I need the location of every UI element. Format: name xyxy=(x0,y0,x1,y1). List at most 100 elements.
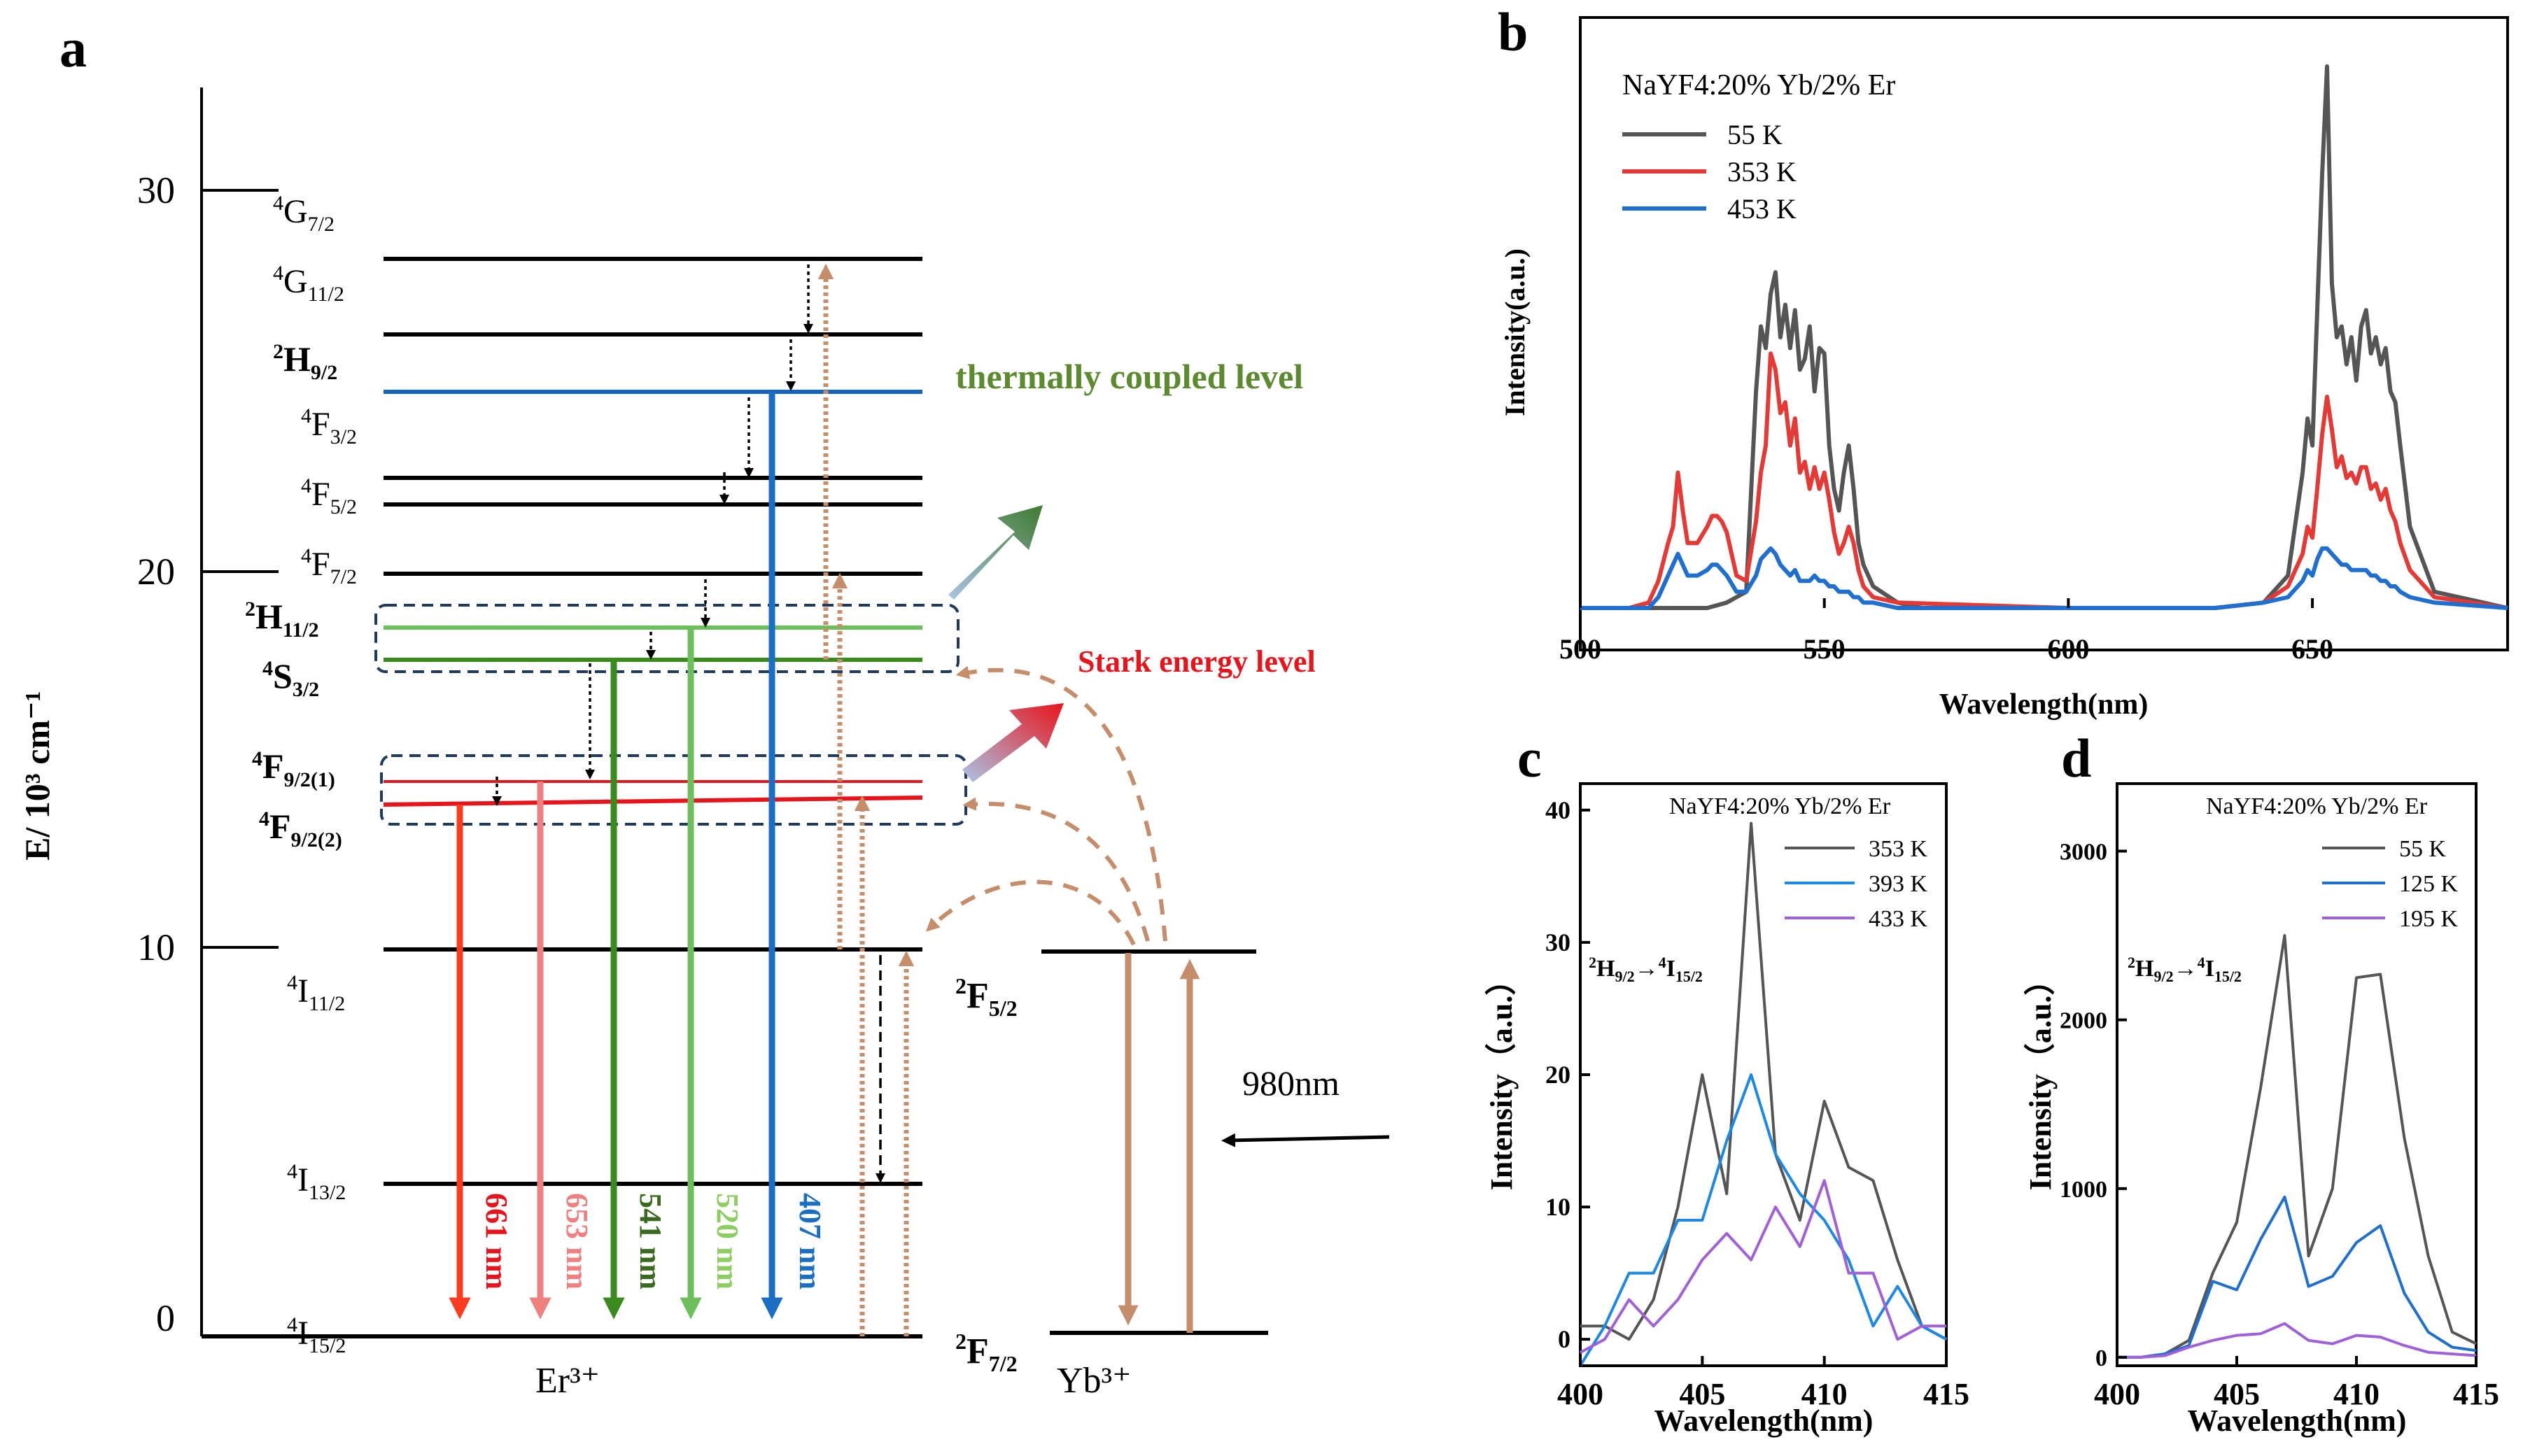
level-4F9-2 xyxy=(383,796,923,807)
ytick-20: 20 xyxy=(137,551,175,593)
xtick-label-3: 415 xyxy=(2453,1377,2499,1411)
er-level-label-1: 4G11/2 xyxy=(273,262,344,306)
series-group-d xyxy=(2117,934,2477,1359)
transfer-curve-3 xyxy=(926,879,1136,946)
legend-label-0: 353 K xyxy=(1869,836,1928,862)
er-level-label-7: 4S3/2 xyxy=(262,656,319,701)
series-group-b xyxy=(1580,64,2508,610)
spectrum-panel-c: c 400 405 410 415 0 10 20 30 40 NaYF4:20% Yb/2% … xyxy=(1484,728,1969,1438)
ytick-label-0: 0 xyxy=(2095,1345,2107,1371)
annotation-d: NaYF4:20% Yb/2% Er xyxy=(2206,793,2428,819)
panel-label-d: d xyxy=(2061,728,2091,789)
ytick-label-3: 30 xyxy=(1545,928,1570,956)
xtick-label-1: 550 xyxy=(1804,633,1846,665)
series-line-2 xyxy=(1580,1179,1946,1354)
emission-label-653: 653 nm xyxy=(560,1193,594,1289)
er-level-label-11: 4I13/2 xyxy=(287,1160,346,1204)
legend-d: 55 K 125 K 195 K xyxy=(2322,836,2459,932)
legend-label-0: 55 K xyxy=(1727,119,1783,150)
xtick-label-0: 500 xyxy=(1559,633,1601,665)
ticks-c: 400 405 410 415 0 10 20 30 40 xyxy=(1545,796,1969,1411)
legend-label-2: 195 K xyxy=(2399,906,2459,932)
legend-label-1: 393 K xyxy=(1869,871,1928,897)
xtick-label-1: 405 xyxy=(1679,1377,1725,1411)
xtick-label-3: 650 xyxy=(2291,633,2333,665)
series-line-1 xyxy=(1580,351,2508,610)
xticks-b: 500 550 600 650 xyxy=(1559,598,2333,665)
legend-c: 353 K 393 K 433 K xyxy=(1785,836,1928,932)
er-level-label-0: 4G7/2 xyxy=(273,192,335,236)
stark-arrow xyxy=(962,703,1064,782)
ytick-0: 0 xyxy=(156,1297,175,1339)
energy-level-diagram: a 30 20 10 0 E/ 10³ cm⁻¹ xyxy=(17,17,1390,1401)
spectrum-panel-d: d 400 405 410 415 0 1000 2000 3000 NaYF4:20% Yb… xyxy=(2023,728,2499,1438)
xlabel-c: Wavelength(nm) xyxy=(1654,1404,1874,1438)
excitation-label: 980nm xyxy=(1242,1063,1340,1103)
yb-level-label-1: 2F7/2 xyxy=(955,1329,1018,1376)
excitation-arrow xyxy=(1221,1133,1390,1147)
legend-label-2: 433 K xyxy=(1869,906,1928,932)
xlabel-b: Wavelength(nm) xyxy=(1939,688,2149,721)
spectrum-panel-b: b 500 550 600 650 NaYF4:20% Yb/2% Er 55 K 35… xyxy=(1498,1,2509,721)
legend-b: 55 K 353 K 453 K xyxy=(1622,119,1797,225)
er-level-label-2: 2H9/2 xyxy=(273,339,337,384)
xlabel-d: Wavelength(nm) xyxy=(2188,1404,2407,1438)
emission-label-520: 520 nm xyxy=(710,1193,745,1289)
annotation-b: NaYF4:20% Yb/2% Er xyxy=(1622,69,1895,101)
er-level-label-9: 4F9/2(2) xyxy=(259,807,342,851)
emission-label-661: 661 nm xyxy=(479,1193,514,1289)
transition-label-d: 2H9/2→4I15/2 xyxy=(2128,954,2242,985)
thermal-arrow xyxy=(948,505,1043,600)
ylabel-b: Intensity(a.u.) xyxy=(1499,248,1531,416)
panel-label-a: a xyxy=(59,17,87,78)
plot-frame-d xyxy=(2116,782,2478,1367)
ytick-label-1: 10 xyxy=(1545,1193,1570,1221)
ytick-10: 10 xyxy=(137,926,175,968)
thermal-coupled-box xyxy=(374,604,960,673)
xtick-label-2: 410 xyxy=(1801,1377,1848,1411)
stark-label: Stark energy level xyxy=(1078,644,1316,679)
series-line-1 xyxy=(2117,1195,2477,1359)
panel-label-b: b xyxy=(1498,1,1528,62)
er-level-label-10: 4I11/2 xyxy=(287,971,345,1015)
er-level-label-6: 2H11/2 xyxy=(245,597,319,642)
ytick-label-2: 20 xyxy=(1545,1061,1570,1089)
er-ion-label: Er³⁺ xyxy=(535,1361,600,1401)
er-level-labels: 4G7/2 4G11/2 2H9/2 4F3/2 4F5/2 4F7/2 2H11/2 4S3… xyxy=(245,192,357,1357)
panel-label-c: c xyxy=(1517,728,1542,789)
stark-box xyxy=(380,754,967,826)
xtick-label-1: 405 xyxy=(2214,1377,2260,1411)
ytick-label-1: 1000 xyxy=(2060,1177,2107,1203)
ytick-30: 30 xyxy=(137,169,175,211)
er-level-label-12: 4I15/2 xyxy=(287,1313,346,1357)
xtick-label-2: 600 xyxy=(2047,633,2089,665)
xtick-label-0: 400 xyxy=(2094,1377,2140,1411)
series-group-c xyxy=(1579,821,1947,1367)
ytick-label-3: 3000 xyxy=(2060,839,2107,865)
ylabel-d: Intensity（a.u.） xyxy=(2023,965,2058,1191)
legend-label-2: 453 K xyxy=(1727,193,1797,225)
ticks-d: 400 405 410 415 0 1000 2000 3000 xyxy=(2060,839,2499,1411)
yb-level-labels: 2F5/2 2F7/2 xyxy=(955,973,1018,1376)
xtick-label-2: 410 xyxy=(2333,1377,2380,1411)
plot-frame-b xyxy=(1579,16,2509,651)
energy-axis-label: E/ 10³ cm⁻¹ xyxy=(17,691,57,861)
emission-label-407: 407 nm xyxy=(793,1193,827,1289)
er-level-label-4: 4F5/2 xyxy=(301,474,357,518)
emission-label-541: 541 nm xyxy=(633,1193,668,1289)
legend-label-0: 55 K xyxy=(2399,836,2447,862)
series-line-2 xyxy=(1580,546,2508,610)
ytick-label-0: 0 xyxy=(1558,1325,1570,1353)
thermal-label: thermally coupled level xyxy=(955,357,1303,396)
series-line-0 xyxy=(1580,64,2508,610)
legend-label-1: 125 K xyxy=(2399,871,2459,897)
xtick-label-3: 415 xyxy=(1923,1377,1969,1411)
legend-label-1: 353 K xyxy=(1727,156,1797,188)
transfer-curve-1 xyxy=(955,665,1167,942)
series-line-0 xyxy=(2117,934,2477,1359)
ytick-label-2: 2000 xyxy=(2060,1008,2107,1034)
transition-label-c: 2H9/2→4I15/2 xyxy=(1589,954,1703,985)
er-level-label-3: 4F3/2 xyxy=(301,404,357,448)
series-line-2 xyxy=(2117,1322,2477,1359)
